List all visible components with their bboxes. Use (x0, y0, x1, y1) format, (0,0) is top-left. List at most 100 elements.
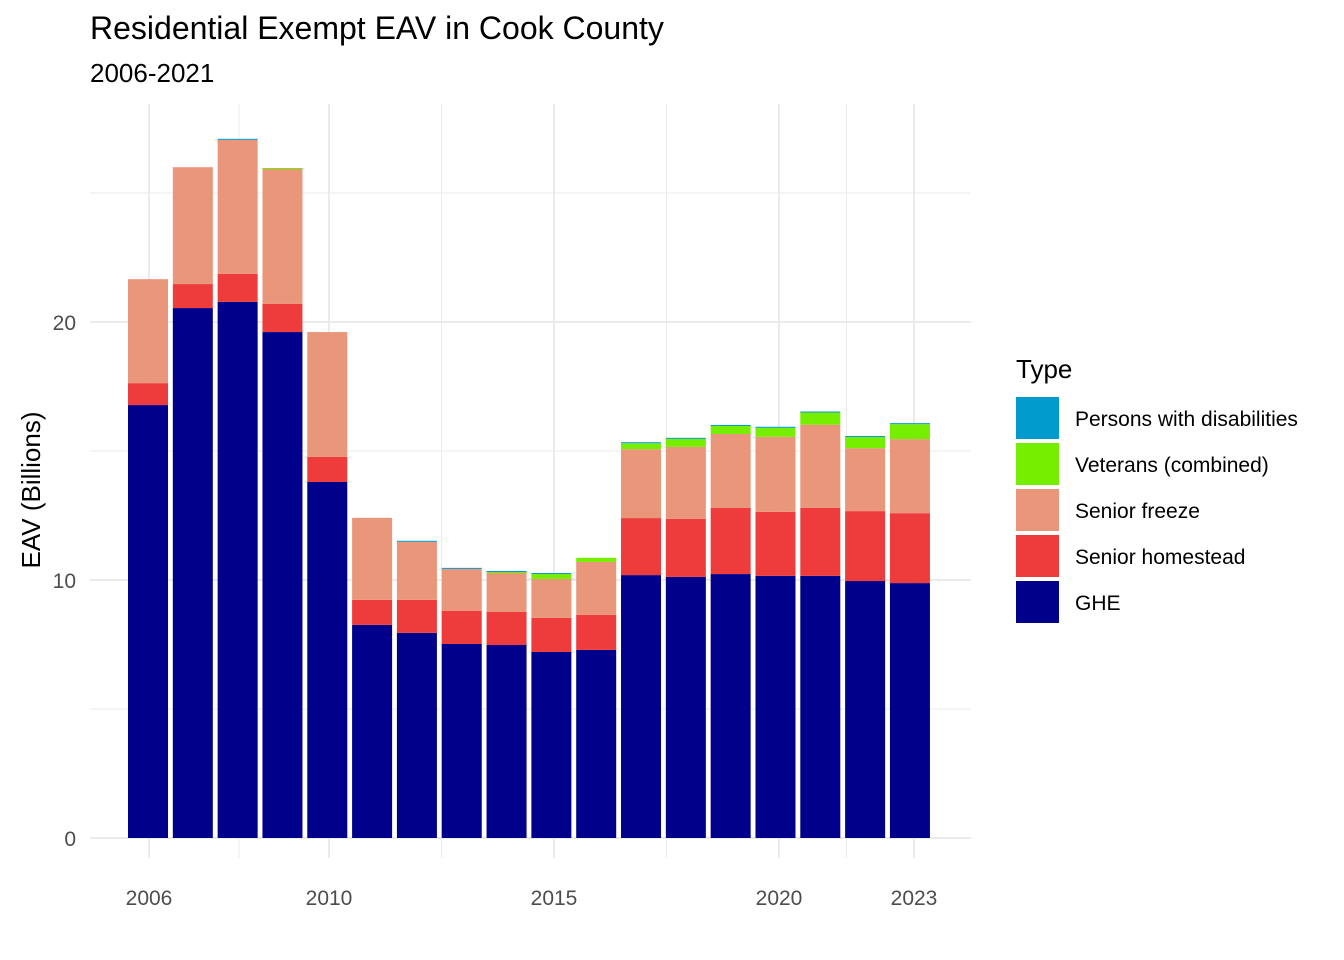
bar-segment-senior-homestead-2009 (262, 303, 303, 333)
legend-swatch-senior-freeze (1016, 489, 1059, 531)
legend-label: Veterans (combined) (1075, 454, 1269, 477)
bar-segment-senior-homestead-2006 (128, 383, 168, 406)
bar-segment-senior-freeze-2017 (621, 449, 662, 519)
y-tick-label: 0 (64, 828, 76, 851)
bar-segment-senior-freeze-2010 (307, 332, 348, 457)
bar-segment-senior-freeze-2015 (531, 578, 572, 618)
y-tick-label: 10 (53, 570, 76, 593)
bar-segment-senior-freeze-2013 (441, 568, 482, 611)
bar-segment-veterans-combined-2015 (531, 574, 572, 579)
bar-segment-ghe-2016 (576, 649, 617, 838)
bar-segment-ghe-2008 (217, 301, 258, 839)
legend-swatch-ghe (1016, 581, 1059, 623)
bar-segment-senior-homestead-2018 (665, 518, 706, 577)
bar-segment-senior-freeze-2012 (396, 541, 437, 600)
y-axis-ticks: 0 10 20 (53, 312, 76, 851)
legend: Type Persons with disabilities Veterans (… (1016, 354, 1298, 623)
legend-swatch-veterans-combined (1016, 443, 1059, 485)
y-tick-label: 20 (53, 312, 76, 335)
bar-segment-ghe-2010 (307, 481, 348, 838)
bar-segment-senior-freeze-2023 (889, 439, 930, 514)
bar-segment-ghe-2007 (172, 308, 213, 838)
bar-segment-senior-homestead-2014 (486, 611, 527, 646)
bar-segment-persons-with-disabilities-2022 (845, 436, 886, 438)
legend-swatch-persons-with-disabilities (1016, 397, 1059, 439)
bar-segment-ghe-2013 (441, 643, 482, 838)
legend-label: Senior homestead (1075, 546, 1245, 569)
bar-segment-senior-homestead-2010 (307, 456, 348, 482)
bar-segment-senior-homestead-2015 (531, 617, 572, 652)
bars (128, 138, 930, 839)
bar-segment-senior-homestead-2011 (352, 599, 393, 625)
bar-segment-senior-homestead-2023 (889, 513, 930, 584)
bar-segment-senior-freeze-2020 (755, 436, 796, 512)
bar-segment-senior-homestead-2022 (845, 511, 886, 582)
bar-segment-senior-homestead-2013 (441, 610, 482, 644)
bar-segment-persons-with-disabilities-2020 (755, 426, 796, 428)
bar-segment-persons-with-disabilities-2023 (889, 423, 930, 425)
legend-label: Persons with disabilities (1075, 408, 1298, 431)
bar-segment-senior-homestead-2019 (710, 508, 751, 575)
bar-segment-persons-with-disabilities-2018 (665, 437, 706, 439)
bar-segment-veterans-combined-2016 (576, 557, 617, 562)
bar-segment-senior-freeze-2019 (710, 433, 751, 509)
bar-segment-ghe-2021 (800, 575, 841, 838)
x-tick-label: 2010 (306, 887, 353, 910)
legend-label: Senior freeze (1075, 500, 1200, 523)
bar-segment-senior-freeze-2007 (172, 167, 213, 285)
bar-segment-ghe-2020 (755, 575, 796, 838)
bar-segment-persons-with-disabilities-2008 (217, 138, 258, 140)
bar-segment-ghe-2006 (128, 405, 168, 838)
bar-segment-veterans-combined-2019 (710, 425, 751, 434)
x-tick-label: 2023 (891, 887, 938, 910)
chart-subtitle: 2006-2021 (90, 58, 215, 88)
x-tick-label: 2020 (756, 887, 803, 910)
bar-segment-persons-with-disabilities-2021 (800, 411, 841, 413)
bar-segment-ghe-2015 (531, 651, 572, 838)
bar-segment-veterans-combined-2021 (800, 412, 841, 425)
bar-segment-ghe-2014 (486, 645, 527, 838)
bar-segment-senior-freeze-2016 (576, 561, 617, 615)
x-axis-ticks: 2006 2010 2015 2020 2023 (126, 887, 938, 910)
bar-segment-senior-freeze-2011 (352, 517, 393, 600)
legend-swatch-senior-homestead (1016, 535, 1059, 577)
bar-segment-ghe-2017 (621, 575, 662, 838)
x-tick-label: 2006 (126, 887, 173, 910)
bar-segment-senior-homestead-2007 (172, 284, 213, 309)
x-tick-label: 2015 (531, 887, 578, 910)
legend-title: Type (1016, 354, 1072, 384)
bar-segment-ghe-2022 (845, 581, 886, 838)
bar-segment-senior-freeze-2008 (217, 139, 258, 274)
bar-segment-senior-homestead-2016 (576, 614, 617, 650)
bar-segment-senior-freeze-2021 (800, 424, 841, 508)
bar-segment-senior-freeze-2009 (262, 169, 303, 304)
bar-segment-veterans-combined-2014 (486, 572, 527, 574)
bar-segment-ghe-2012 (396, 632, 437, 838)
bar-segment-ghe-2018 (665, 576, 706, 838)
bar-segment-veterans-combined-2023 (889, 424, 930, 440)
bar-segment-senior-freeze-2022 (845, 448, 886, 512)
bar-segment-senior-freeze-2006 (128, 279, 168, 384)
bar-segment-ghe-2023 (889, 583, 930, 838)
bar-segment-veterans-combined-2009 (262, 167, 303, 170)
bar-segment-senior-freeze-2014 (486, 573, 527, 612)
bar-segment-veterans-combined-2020 (755, 427, 796, 437)
bar-segment-senior-homestead-2012 (396, 599, 437, 633)
bar-segment-ghe-2009 (262, 332, 303, 838)
legend-label: GHE (1075, 592, 1121, 615)
bar-segment-veterans-combined-2018 (665, 438, 706, 447)
bar-segment-veterans-combined-2017 (621, 443, 662, 450)
bar-segment-persons-with-disabilities-2017 (621, 442, 662, 444)
bar-segment-persons-with-disabilities-2019 (710, 424, 751, 426)
bar-segment-veterans-combined-2022 (845, 437, 886, 449)
bar-segment-senior-homestead-2020 (755, 511, 796, 576)
bar-segment-persons-with-disabilities-2015 (531, 573, 572, 575)
chart-title: Residential Exempt EAV in Cook County (90, 10, 664, 46)
bar-segment-senior-homestead-2008 (217, 273, 258, 302)
y-axis-title: EAV (Billions) (16, 411, 46, 568)
bar-segment-senior-homestead-2021 (800, 507, 841, 576)
bar-segment-ghe-2011 (352, 624, 393, 838)
bar-segment-senior-freeze-2018 (665, 446, 706, 519)
bar-segment-senior-homestead-2017 (621, 518, 662, 576)
